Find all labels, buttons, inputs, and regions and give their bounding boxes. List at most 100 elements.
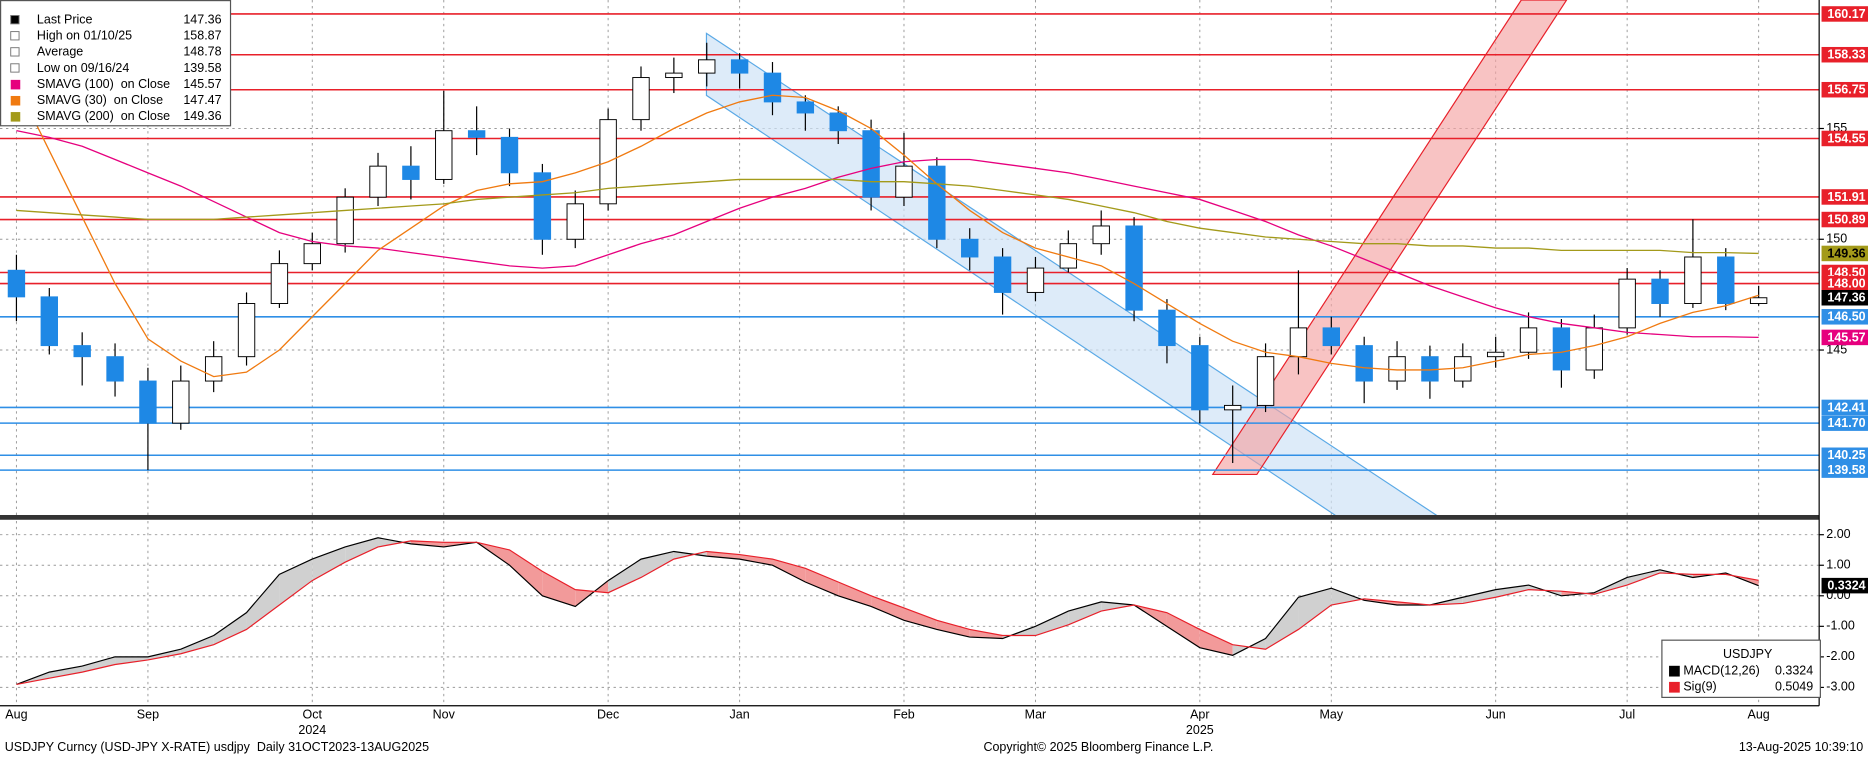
x-year-label: 2025 [1186,723,1214,737]
legend-value: 147.47 [183,93,221,107]
legend-value: 145.57 [183,77,221,91]
candle-body [1454,356,1472,382]
legend-label: Low on 09/16/24 [37,61,129,75]
macd-fill [180,635,214,654]
legend-label: SMAVG (200) on Close [37,109,170,123]
candle-body [1618,278,1636,329]
macd-fill [509,549,543,596]
sma-line [15,83,1759,378]
footer-center: Copyright© 2025 Bloomberg Finance L.P. [983,740,1213,754]
candle-body [796,101,815,114]
macd-fill [739,554,773,566]
candle-body [1684,256,1702,304]
x-tick-label: Nov [433,708,456,722]
y-tick-label: 2.00 [1826,527,1850,541]
candle-body [204,356,223,382]
price-panel [0,13,1820,471]
footer-left: USDJPY Curncy (USD-JPY X-RATE) usdjpy Da… [5,740,429,754]
panel-divider [0,514,1820,520]
candle-body [73,345,91,358]
macd-fill [1331,588,1365,605]
candle-body [665,72,683,79]
footer-right: 13-Aug-2025 10:39:10 [1739,740,1863,754]
x-tick-label: Mar [1025,708,1047,722]
price-tag-label: 146.50 [1827,310,1865,324]
price-tag-label: 142.41 [1827,400,1865,414]
candle-body [139,380,157,424]
y-tick-label: -1.00 [1826,619,1855,633]
price-tag [1821,415,1868,431]
legend-value: 149.36 [183,109,221,123]
candle-body [1421,356,1439,382]
macd-fill [345,537,379,563]
macd-line [16,540,1759,685]
candle-body [1026,267,1045,293]
price-tag [1821,6,1868,22]
x-tick-label: May [1319,708,1343,722]
price-tag-label: 160.17 [1827,7,1865,21]
candle-body [1191,345,1209,411]
legend-swatch [10,79,21,90]
price-tag-label: 149.36 [1827,246,1865,260]
x-tick-label: Aug [5,708,27,722]
price-tag [1821,275,1868,292]
y-tick-label: 1.00 [1826,558,1850,572]
legend-label: SMAVG (100) on Close [37,77,170,91]
macd-fill [213,612,247,645]
macd-fill [772,559,806,583]
price-tag-label: 141.70 [1827,416,1865,430]
macd-fill [936,620,970,638]
candle-body [862,130,880,198]
legend-icon [10,63,20,73]
legend-swatch [1669,681,1680,693]
candle-body [1651,278,1669,304]
candle-body [237,303,256,358]
macd-fill [805,568,839,596]
legend-value: 139.58 [183,61,221,75]
candle-body [467,130,486,138]
axes: Aug Sep Oct Nov Dec Jan Feb Mar Apr May Jun Jul Aug 2… [5,6,1868,737]
macd-fill [312,546,346,581]
x-tick-label: Oct [303,708,323,722]
candle-body [1519,327,1538,353]
y-tick-label: 150 [1826,232,1847,246]
candle-body [1322,327,1341,347]
price-tag [1821,81,1868,98]
legend-box [0,0,232,127]
legend-value: 147.36 [183,13,221,27]
macd-fill [838,582,872,607]
price-tag [1821,290,1868,306]
macd-fill [640,551,674,578]
macd-fill [1101,601,1135,612]
macd-legend-title: USDJPY [1723,647,1773,661]
price-tag [1821,189,1868,205]
candle-body [1125,225,1143,311]
macd-fill [1199,629,1233,656]
candle-body [336,196,354,245]
macd-line [16,537,1759,685]
price-tag-label: 147.36 [1827,291,1865,305]
legend-icon [10,47,20,57]
sma-line [16,178,1759,255]
macd-fill [871,595,904,621]
macd-fill [903,608,937,630]
x-tick-label: Jun [1486,708,1506,722]
macd-fill [1692,572,1726,578]
candle-body [1059,243,1078,269]
legend-swatch [10,95,21,106]
legend-label: Sig(9) [1683,680,1716,694]
legend-value: 148.78 [183,45,221,59]
price-tag [1821,309,1868,325]
price-tag [1821,399,1868,416]
macd-fill [1495,585,1529,598]
macd-fill [542,571,576,607]
price-tag [1821,329,1868,346]
macd-fill [115,656,148,665]
macd-legend-box [1661,639,1821,698]
price-tag-label: 150.89 [1827,212,1865,226]
candle-body [566,203,584,240]
candle-body [500,136,519,174]
macd-fill [706,551,740,560]
